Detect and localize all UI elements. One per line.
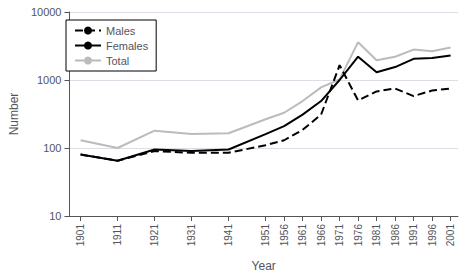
svg-text:Total: Total — [106, 55, 129, 67]
svg-text:1911: 1911 — [112, 224, 123, 246]
svg-text:1976: 1976 — [353, 224, 364, 247]
svg-text:1951: 1951 — [260, 224, 271, 247]
svg-text:1966: 1966 — [316, 224, 327, 247]
svg-text:1931: 1931 — [186, 224, 197, 247]
svg-text:1961: 1961 — [297, 224, 308, 247]
svg-text:Number: Number — [7, 93, 21, 136]
svg-text:Females: Females — [106, 40, 149, 52]
svg-text:10: 10 — [49, 210, 61, 222]
svg-text:1941: 1941 — [223, 224, 234, 247]
svg-text:1996: 1996 — [427, 224, 438, 247]
svg-text:Males: Males — [106, 25, 136, 37]
svg-text:1956: 1956 — [279, 224, 290, 247]
svg-text:100: 100 — [43, 142, 61, 154]
svg-text:1921: 1921 — [149, 224, 160, 247]
svg-text:1901: 1901 — [75, 224, 86, 247]
svg-text:10000: 10000 — [31, 6, 62, 18]
svg-text:1986: 1986 — [390, 224, 401, 247]
svg-text:Year: Year — [252, 259, 276, 273]
svg-text:1971: 1971 — [334, 224, 345, 247]
svg-text:2001: 2001 — [445, 224, 456, 247]
svg-text:1000: 1000 — [37, 74, 61, 86]
svg-text:1991: 1991 — [408, 224, 419, 247]
svg-text:1981: 1981 — [371, 224, 382, 247]
